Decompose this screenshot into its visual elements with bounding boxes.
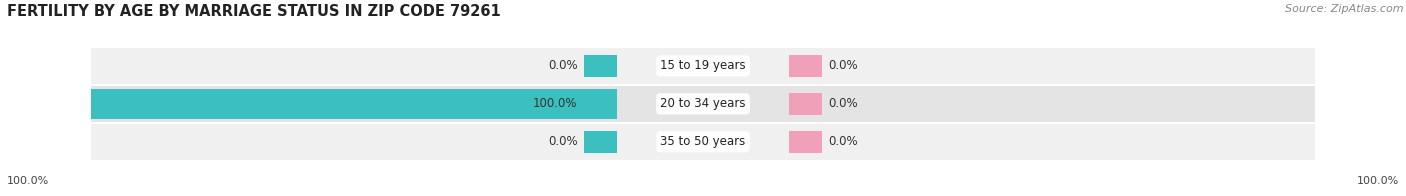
- Text: Source: ZipAtlas.com: Source: ZipAtlas.com: [1285, 4, 1403, 14]
- Text: 35 to 50 years: 35 to 50 years: [661, 135, 745, 148]
- Bar: [583, 55, 617, 77]
- Bar: [91, 48, 1315, 84]
- Text: 20 to 34 years: 20 to 34 years: [661, 97, 745, 110]
- Bar: [583, 131, 617, 153]
- Bar: [91, 89, 617, 119]
- Bar: [91, 86, 1315, 122]
- Bar: [789, 93, 823, 115]
- Text: 0.0%: 0.0%: [828, 135, 858, 148]
- Text: 0.0%: 0.0%: [828, 60, 858, 73]
- Text: 0.0%: 0.0%: [548, 60, 578, 73]
- Text: 0.0%: 0.0%: [828, 97, 858, 110]
- Text: 100.0%: 100.0%: [7, 176, 49, 186]
- Text: 15 to 19 years: 15 to 19 years: [661, 60, 745, 73]
- Bar: [91, 124, 1315, 160]
- Text: 100.0%: 100.0%: [533, 97, 578, 110]
- Text: 100.0%: 100.0%: [1357, 176, 1399, 186]
- Text: 0.0%: 0.0%: [548, 135, 578, 148]
- Text: FERTILITY BY AGE BY MARRIAGE STATUS IN ZIP CODE 79261: FERTILITY BY AGE BY MARRIAGE STATUS IN Z…: [7, 4, 501, 19]
- Bar: [789, 55, 823, 77]
- Bar: [789, 131, 823, 153]
